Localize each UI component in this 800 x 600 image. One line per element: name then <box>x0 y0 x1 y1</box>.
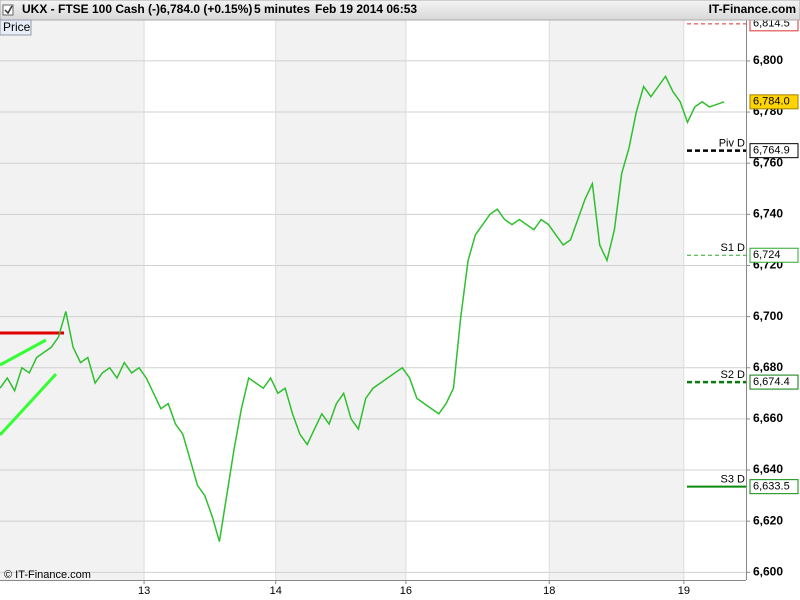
y-tick-label: 6,660 <box>753 411 783 425</box>
level-name: S2 D <box>721 369 746 381</box>
header-bar <box>0 0 800 21</box>
x-tick-label: 14 <box>270 585 282 597</box>
level-label: 6,724 <box>753 249 781 261</box>
date: Feb 19 2014 06:53 <box>315 2 417 16</box>
level-label: 6,814.5 <box>753 18 790 30</box>
level-name: S3 D <box>721 474 746 486</box>
check-mark <box>4 5 13 15</box>
price-line <box>0 74 725 542</box>
last-price-box <box>749 94 799 110</box>
level-label: 6,764.9 <box>753 145 790 157</box>
source: IT-Finance.com <box>709 2 796 16</box>
y-tick-label: 6,600 <box>753 565 783 579</box>
y-tick-label: 6,680 <box>753 360 783 374</box>
interval: 5 minutes <box>254 2 310 16</box>
y-tick-label: 6,740 <box>753 207 783 221</box>
level-label-box <box>749 143 799 159</box>
y-axis-label: Price <box>3 20 31 34</box>
session-band <box>0 20 145 580</box>
x-tick-label: 19 <box>678 585 690 597</box>
chart-title: UKX - FTSE 100 Cash (-) <box>22 2 160 16</box>
level-label: 6,633.5 <box>753 481 790 493</box>
x-tick-label: 16 <box>400 585 412 597</box>
level-label-box <box>749 247 799 263</box>
level-name: Piv D <box>719 138 745 150</box>
level-label: 6,674.4 <box>753 376 790 388</box>
trend-line <box>0 372 58 437</box>
level-label-box <box>749 479 799 495</box>
level-name: S1 D <box>721 242 746 254</box>
y-tick-label: 6,640 <box>753 462 783 476</box>
last-change: 6,784.0 (+0.15%) <box>160 2 252 16</box>
y-tick-label: 6,620 <box>753 513 783 527</box>
last-price-label: 6,784.0 <box>753 96 790 108</box>
footer: © IT-Finance.com <box>4 569 91 581</box>
checkbox[interactable] <box>2 4 14 16</box>
y-tick-label: 6,760 <box>753 155 783 169</box>
y-label-box <box>0 19 32 36</box>
y-tick-label: 6,800 <box>753 53 783 67</box>
level-label-box <box>749 374 799 390</box>
x-tick-label: 13 <box>138 585 150 597</box>
x-tick-label: 18 <box>543 585 555 597</box>
y-tick-label: 6,700 <box>753 309 783 323</box>
trend-line <box>0 338 47 367</box>
x-axis-panel <box>0 580 800 600</box>
session-band <box>549 20 684 580</box>
session-band <box>275 20 406 580</box>
